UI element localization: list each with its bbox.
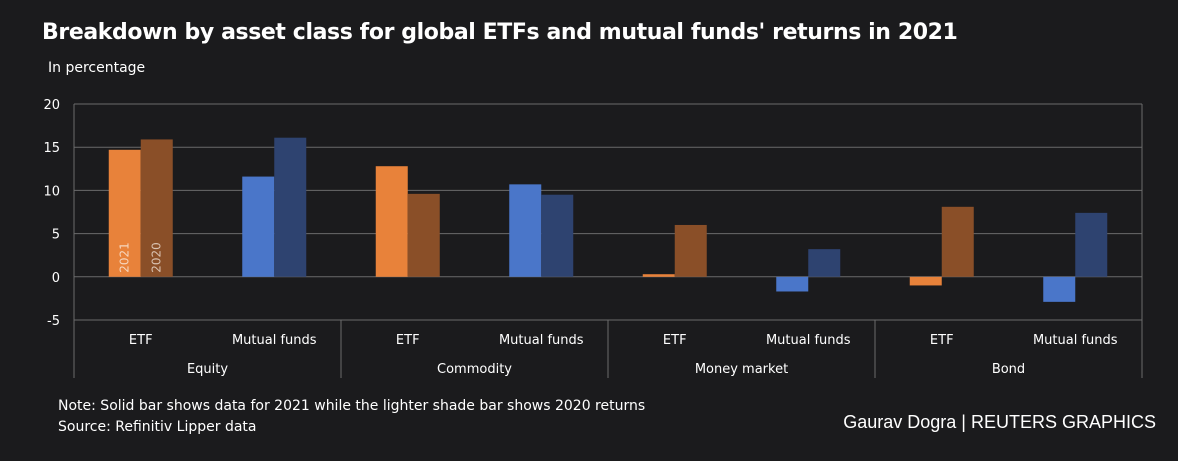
etf-bar-2021 [642,274,675,277]
etf-bar-2020 [941,206,974,277]
bar-category-label: ETF [930,333,954,348]
mutual-funds-bar-2020 [274,137,307,277]
group-label: Commodity [437,362,512,377]
etf-bar-2021 [375,166,408,277]
bar-category-label: ETF [129,333,153,348]
y-tick-label: 5 [52,228,60,243]
bar-category-label: Mutual funds [499,333,584,348]
note-text: Note: Solid bar shows data for 2021 whil… [58,398,646,414]
chart-notes: Note: Solid bar shows data for 2021 whil… [58,396,645,438]
etf-bar-2020 [674,224,707,277]
series-label-2021: 2021 [118,242,132,273]
etf-bar-2021 [108,149,141,277]
bar-category-label: Mutual funds [232,333,317,348]
group-label: Bond [992,362,1025,377]
y-tick-label: -5 [47,314,60,329]
source-text: Source: Refinitiv Lipper data [58,419,257,435]
mutual-funds-bar-2020 [808,249,841,277]
bar-category-label: Mutual funds [766,333,851,348]
credit-org: REUTERS GRAPHICS [970,412,1156,432]
group-label: Equity [187,362,228,377]
credit-separator: | [961,412,966,432]
bar-category-label: ETF [396,333,420,348]
y-tick-label: 20 [43,98,60,113]
series-label-2020: 2020 [150,242,164,273]
etf-bar-2020 [140,139,173,277]
etf-bar-2020 [407,193,440,277]
y-tick-label: 10 [43,184,60,199]
bar-category-label: Mutual funds [1033,333,1118,348]
y-tick-label: 15 [43,141,60,156]
etf-bar-2021 [909,276,942,286]
mutual-funds-bar-2021 [1043,276,1076,302]
mutual-funds-bar-2020 [1075,212,1108,277]
bar-category-label: ETF [663,333,687,348]
chart-title: Breakdown by asset class for global ETFs… [42,20,958,45]
credit-line: Gaurav Dogra | REUTERS GRAPHICS [843,412,1156,433]
mutual-funds-bar-2021 [509,184,542,277]
y-tick-label: 0 [52,271,60,286]
mutual-funds-bar-2021 [242,176,275,277]
mutual-funds-bar-2020 [541,194,574,277]
group-label: Money market [695,362,788,377]
credit-author: Gaurav Dogra [843,412,957,432]
chart-subtitle: In percentage [48,60,146,76]
mutual-funds-bar-2021 [776,276,809,292]
